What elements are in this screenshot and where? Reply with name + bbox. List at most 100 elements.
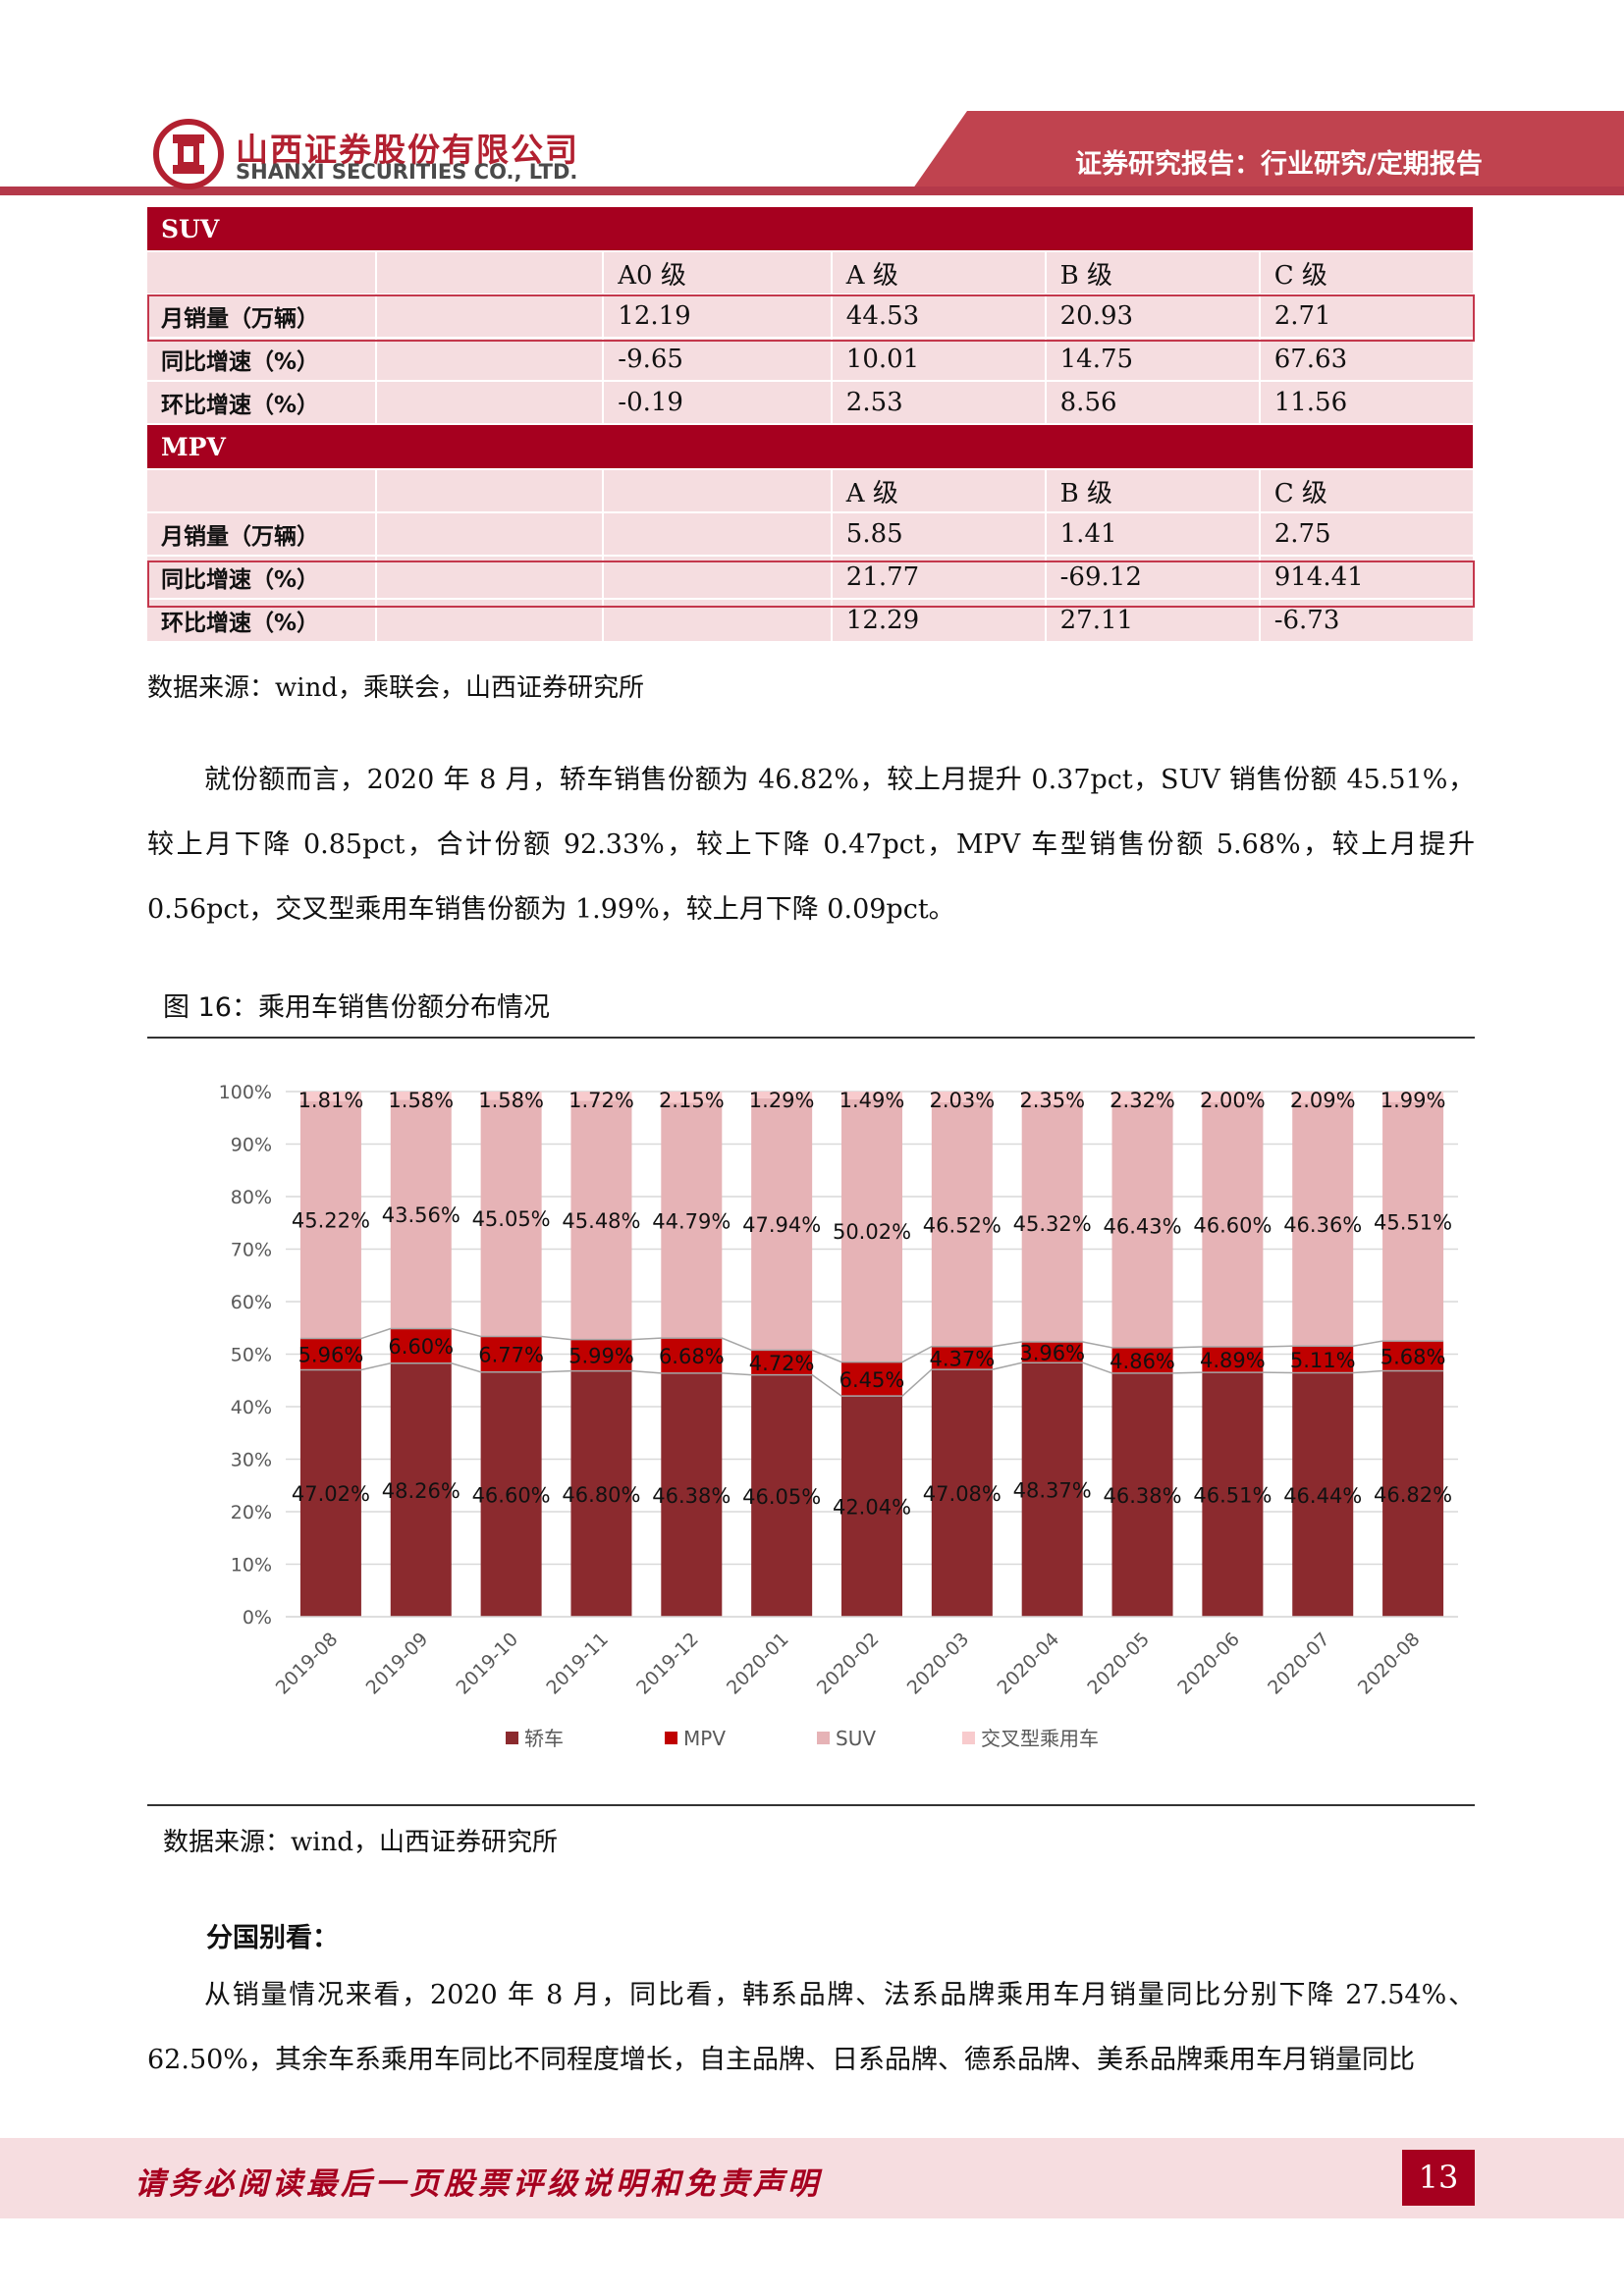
bar-segment	[1202, 1372, 1264, 1617]
bar-segment	[1111, 1347, 1173, 1373]
page-number: 13	[1402, 2150, 1475, 2206]
bar-segment	[1111, 1092, 1173, 1104]
figure-source: 数据来源：wind，山西证券研究所	[163, 1828, 558, 1857]
y-tick-label: 90%	[231, 1135, 272, 1156]
data-label: 45.05%	[472, 1207, 551, 1231]
bar-segment	[390, 1328, 452, 1363]
x-tick-label: 2020-01	[723, 1629, 793, 1699]
table-source: 数据来源：wind，乘联会，山西证券研究所	[147, 673, 644, 703]
y-tick-label: 60%	[231, 1292, 272, 1313]
paragraph: 就份额而言，2020 年 8 月，轿车销售份额为 46.82%，较上月提升 0.…	[147, 765, 1475, 925]
bar-segment	[1021, 1103, 1083, 1343]
bar-segment	[299, 1369, 361, 1617]
x-tick-label: 2019-10	[452, 1629, 522, 1699]
data-label: 4.37%	[929, 1347, 995, 1370]
data-label: 1.58%	[388, 1089, 454, 1112]
bar-segment	[841, 1092, 902, 1099]
data-label: 44.79%	[652, 1209, 731, 1233]
bar-segment	[931, 1346, 993, 1370]
section-heading: 分国别看：	[206, 1923, 339, 1953]
company-logo-icon	[153, 119, 224, 189]
figure-top-rule	[147, 1037, 1475, 1039]
legend-label: 轿车	[524, 1727, 564, 1750]
series-connector-line	[299, 1362, 1444, 1397]
bar-segment	[1292, 1372, 1354, 1617]
data-label: 48.26%	[382, 1479, 460, 1503]
data-label: 46.52%	[923, 1213, 1001, 1237]
data-label: 5.11%	[1290, 1349, 1356, 1372]
table-cell: -0.19	[604, 382, 833, 425]
data-label: 2.00%	[1200, 1089, 1266, 1112]
footer-disclaimer: 请务必阅读最后一页股票评级说明和免责声明	[135, 2166, 822, 2202]
data-label: 1.49%	[839, 1089, 905, 1112]
bar-segment	[1292, 1346, 1354, 1373]
data-label: 6.45%	[839, 1368, 905, 1392]
data-label: 5.68%	[1380, 1345, 1446, 1368]
row-label: 同比增速（%）	[147, 557, 377, 600]
bar-segment	[570, 1370, 632, 1617]
data-label: 46.82%	[1374, 1483, 1452, 1507]
data-label: 2.35%	[1019, 1089, 1085, 1112]
data-label: 6.68%	[659, 1345, 725, 1368]
bar-segment	[299, 1338, 361, 1370]
bar-segment	[661, 1338, 723, 1373]
col-header: C 级	[1260, 470, 1475, 513]
x-tick-label: 2020-07	[1264, 1629, 1334, 1699]
table-cell: 5.85	[832, 513, 1047, 557]
table-row: 同比增速（%） 21.77 -69.12 914.41	[147, 557, 1475, 600]
bar-segment	[1202, 1347, 1264, 1373]
legend-label: SUV	[836, 1727, 876, 1750]
segment-sales-table: SUV A0 级 A 级 B 级 C 级 月销量（万辆） 12.19 44.53…	[147, 207, 1475, 643]
x-tick-label: 2019-11	[542, 1629, 613, 1699]
share-chart: 0% 10% 20% 30% 40% 50% 60% 70% 80% 90% 100% 47.02%…	[219, 1082, 1458, 1750]
table-section-header: SUV	[147, 207, 1475, 252]
y-axis: 0% 10% 20% 30% 40% 50% 60% 70% 80% 90% 100%	[219, 1082, 272, 1629]
x-tick-label: 2020-05	[1083, 1629, 1154, 1699]
company-name-en: SHANXI SECURITIES CO., LTD.	[236, 160, 578, 184]
chart-legend: 轿车 MPV SUV 交叉型乘用车	[506, 1727, 1099, 1750]
bar-segment	[841, 1362, 902, 1397]
col-header: B 级	[1046, 252, 1261, 295]
data-label: 1.72%	[568, 1089, 634, 1112]
data-label: 2.32%	[1110, 1089, 1175, 1112]
data-label: 6.60%	[388, 1335, 454, 1359]
company-name-cn: 山西证券股份有限公司	[236, 131, 579, 169]
section-title-mpv: MPV	[147, 425, 1475, 470]
data-label: 46.36%	[1283, 1213, 1362, 1237]
bar-segment	[1382, 1370, 1444, 1617]
legend-swatch	[817, 1732, 830, 1744]
legend-label: 交叉型乘用车	[981, 1727, 1099, 1750]
table-cell: 1.41	[1046, 513, 1261, 557]
bar-segment	[1292, 1102, 1354, 1347]
table-row: 月销量（万辆） 12.19 44.53 20.93 2.71	[147, 295, 1475, 339]
col-header: A0 级	[604, 252, 833, 295]
table-cell: 21.77	[832, 557, 1047, 600]
table-row: 环比增速（%） -0.19 2.53 8.56 11.56	[147, 382, 1475, 425]
data-label: 45.48%	[562, 1209, 640, 1233]
col-header: A 级	[832, 252, 1047, 295]
table-row: A 级 B 级 C 级	[147, 470, 1475, 513]
data-label: 5.99%	[568, 1345, 634, 1368]
table-cell: -9.65	[604, 339, 833, 382]
bar-segment	[480, 1092, 542, 1100]
row-label: 同比增速（%）	[147, 339, 377, 382]
bar-segment	[1382, 1101, 1444, 1342]
data-label: 4.89%	[1200, 1349, 1266, 1372]
x-tick-label: 2019-09	[362, 1629, 433, 1699]
table-row: A0 级 A 级 B 级 C 级	[147, 252, 1475, 295]
data-label: 3.96%	[1019, 1342, 1085, 1365]
legend-label: MPV	[683, 1727, 726, 1750]
legend-swatch	[962, 1732, 975, 1744]
legend-swatch	[506, 1732, 518, 1744]
data-label: 2.03%	[929, 1089, 995, 1112]
table-cell: 10.01	[832, 339, 1047, 382]
bar-segment	[570, 1339, 632, 1371]
data-label: 42.04%	[833, 1496, 911, 1520]
table-section-header: MPV	[147, 425, 1475, 470]
bar-segment	[390, 1092, 452, 1100]
bar-segment	[931, 1101, 993, 1347]
x-tick-label: 2020-03	[903, 1629, 974, 1699]
table-cell: -69.12	[1046, 557, 1261, 600]
data-label: 46.60%	[1193, 1213, 1272, 1237]
col-header: A 级	[832, 470, 1047, 513]
